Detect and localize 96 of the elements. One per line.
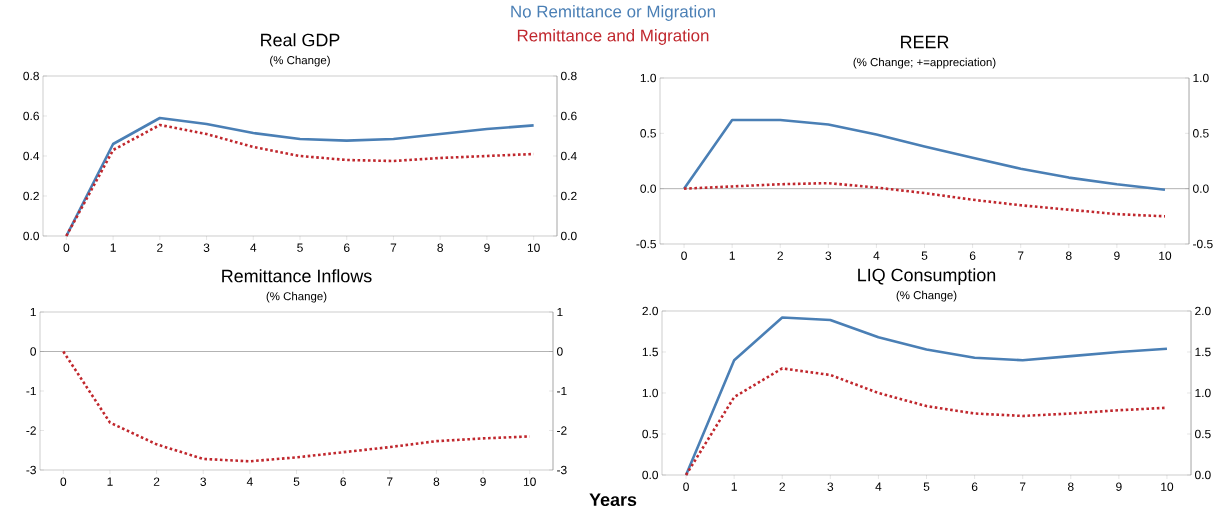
x-tick-label: 8 [1065,251,1072,260]
y2-tick-label: 0.5 [1193,129,1209,138]
chart-subtitle: (% Change) [266,291,327,303]
y-tick-label: -1 [26,386,36,396]
x-tick-label: 2 [153,477,160,486]
y2-tick-label: 1.0 [1195,388,1211,398]
y-tick-label: -2 [26,426,36,435]
x-tick-label: 6 [969,251,976,260]
x-tick-label: 6 [340,477,346,486]
x-tick-label: 8 [1067,482,1074,491]
chart-title: Real GDP [261,33,340,47]
x-tick-label: 3 [200,477,207,486]
y-tick-label: 1.0 [640,73,657,83]
y-tick-label: 0 [30,347,37,356]
y2-tick-label: 0.4 [561,151,577,161]
chart-title: REER [901,35,949,49]
x-tick-label: 4 [250,243,257,252]
chart-title: Remittance Inflows [222,269,372,283]
x-tick-label: 10 [1161,482,1174,491]
chart-subtitle: (% Change; +=appreciation) [853,57,996,69]
x-tick-label: 0 [683,482,689,491]
y2-tick-label: 0.0 [1195,470,1211,480]
x-tick-label: 9 [480,477,486,486]
y-tick-label: 1.5 [642,347,658,357]
x-tick-label: 9 [1116,482,1122,491]
x-tick-label: 7 [1017,251,1024,260]
x-tick-label: 1 [729,251,735,260]
y-tick-label: 0.5 [642,429,658,439]
y2-tick-label: -3 [557,465,567,475]
line-series [682,118,1167,192]
x-tick-label: 3 [825,251,832,260]
y-tick-label: 0.0 [23,231,40,241]
y-tick-label: 0.0 [640,184,657,193]
x-tick-label: 7 [1019,482,1026,491]
x-tick-label: 5 [297,243,303,252]
x-tick-label: 0 [63,243,70,252]
y2-tick-label: 1.5 [1195,347,1211,357]
x-tick-label: 4 [873,251,880,260]
line-series [682,181,1167,218]
y-tick-label: -0.5 [636,239,656,249]
chart-subtitle: (% Change) [896,290,957,302]
y2-tick-label: 0.0 [1193,184,1209,193]
line-series [62,350,531,463]
x-tick-label: 6 [971,482,978,491]
x-tick-label: 3 [203,243,210,252]
y-tick-label: 0.2 [23,191,39,201]
x-tick-label: 1 [107,477,113,486]
y-tick-label: 0.4 [23,151,40,161]
y2-tick-label: 0 [557,347,563,356]
y-tick-label: -3 [26,465,36,475]
x-tick-label: 10 [527,243,540,252]
x-tick-label: 5 [293,477,300,486]
x-tick-label: 8 [433,477,440,486]
x-tick-label: 5 [923,482,930,491]
y-tick-label: 2.0 [642,306,659,316]
x-tick-label: 1 [731,482,737,491]
y2-tick-label: 0.5 [1195,429,1211,439]
y2-tick-label: 1 [557,307,563,317]
chart-subtitle: (% Change) [270,55,330,67]
y2-tick-label: 2.0 [1195,306,1211,316]
x-tick-label: 4 [875,482,882,491]
x-tick-label: 2 [157,243,163,252]
y2-tick-label: -1 [557,386,567,396]
x-tick-label: 5 [921,251,928,260]
x-tick-label: 9 [484,243,490,252]
y-tick-label: 1.0 [642,388,659,398]
x-tick-label: 7 [390,243,397,252]
y-tick-label: 0.5 [640,129,656,138]
x-tick-label: 2 [777,251,783,260]
x-tick-label: 8 [437,243,443,252]
y2-tick-label: -2 [557,426,567,435]
y2-tick-label: 0.8 [561,71,577,81]
x-axis-title: Years [589,493,637,507]
x-tick-label: 6 [344,243,350,252]
y2-tick-label: 0.0 [561,231,577,241]
y2-tick-label: -0.5 [1193,239,1213,249]
x-tick-label: 10 [1159,251,1172,260]
x-tick-label: 1 [110,243,116,252]
y-tick-label: 0.8 [23,71,39,81]
y-tick-label: 0.0 [642,470,659,480]
x-tick-label: 3 [827,482,834,491]
y2-tick-label: 1.0 [1193,73,1209,83]
x-tick-label: 10 [523,477,536,486]
x-tick-label: 2 [779,482,785,491]
y-tick-label: 0.6 [23,111,39,121]
x-tick-label: 9 [1114,251,1120,260]
x-tick-label: 4 [246,477,253,486]
y2-tick-label: 0.2 [561,191,577,201]
text: Remittance and Migration [517,29,709,45]
y-tick-label: 1 [30,307,36,317]
x-tick-label: 0 [681,251,687,260]
x-tick-label: 7 [387,477,393,486]
text: No Remittance or Migration [511,5,715,21]
y2-tick-label: 0.6 [561,111,577,121]
chart-title: LIQ Consumption [858,268,996,285]
x-tick-label: 0 [60,477,67,486]
